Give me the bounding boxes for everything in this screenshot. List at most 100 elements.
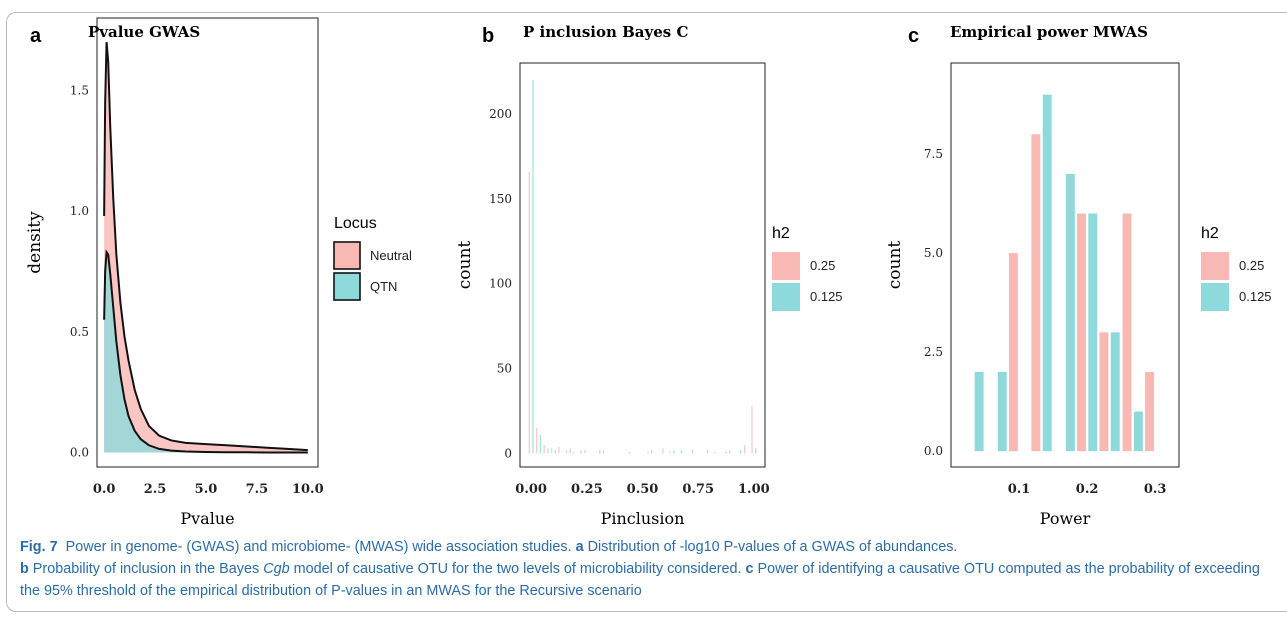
panel-tag-c: c <box>908 25 919 47</box>
bar-c-0.125-1 <box>997 371 1007 452</box>
legend-title-c: h2 <box>1201 225 1219 242</box>
bar-b-0.125-5 <box>584 450 586 454</box>
panel-tag-b: b <box>482 25 494 47</box>
bar-b-0.25-11 <box>669 451 671 454</box>
ytick-label-a-2: 1.0 <box>70 204 89 218</box>
legend-title-a: Locus <box>334 215 377 232</box>
xtick-label-b-1: 0.25 <box>571 482 603 497</box>
bar-b-0.125-0 <box>532 79 534 454</box>
bar-b-0.125-9 <box>673 450 675 454</box>
ytick-label-b-3: 150 <box>489 192 512 206</box>
bar-b-0.125-4 <box>569 448 571 454</box>
bar-b-0.25-7 <box>580 450 582 454</box>
xtick-label-b-4: 1.00 <box>738 482 770 497</box>
panel-title-a: Pvalue GWAS <box>88 23 200 41</box>
bar-b-0.25-10 <box>662 448 664 454</box>
panel-tag-a: a <box>30 25 42 47</box>
ytick-label-c-3: 7.5 <box>924 147 943 161</box>
caption-c-label: c <box>745 561 754 577</box>
caption-a-text: Distribution of -log10 P-values of a GWA… <box>587 539 958 555</box>
xtick-label-c-1: 0.2 <box>1076 482 1099 497</box>
xtick-label-c-2: 0.3 <box>1144 482 1167 497</box>
xtick-label-a-2: 5.0 <box>195 482 218 497</box>
panel-b: b P inclusion Bayes C 0 50 100 150 200 0.00 0.25… <box>455 23 843 528</box>
figure-panels: a Pvalue GWAS 0.0 0.5 1.0 1.5 0.0 2.5 5.0 7.5 10.0… <box>25 17 1272 528</box>
bar-b-0.25-12 <box>691 450 694 454</box>
xtick-label-a-3: 7.5 <box>246 482 269 497</box>
legend-label-c-1: 0.125 <box>1239 289 1272 304</box>
ytick-label-a-3: 1.5 <box>70 83 89 97</box>
caption-c-text: Power of identifying a causative OTU com… <box>20 561 1260 599</box>
caption-fig-label: Fig. 7 <box>20 539 58 555</box>
legend-label-c-0: 0.25 <box>1239 258 1264 273</box>
bar-b-0.25-4 <box>558 446 560 454</box>
bar-c-0.125-6 <box>1110 332 1120 452</box>
bar-b-0.25-3 <box>550 448 553 454</box>
legend-key-b-1 <box>772 283 800 311</box>
x-axis-label-b: Pinclusion <box>601 509 685 528</box>
legend-key-a-1 <box>333 272 361 301</box>
caption-a-label: a <box>575 539 584 555</box>
ytick-label-c-0: 0.0 <box>924 444 943 458</box>
bar-c-0.125-0 <box>974 371 984 452</box>
bar-b-0.25-0 <box>528 171 530 454</box>
caption-intro: Power in genome- (GWAS) and microbiome- … <box>65 539 572 555</box>
bar-b-0.25-14 <box>714 451 716 454</box>
bar-c-0.25-8 <box>1145 371 1154 452</box>
panel-border-c <box>950 62 1180 468</box>
density-curve-qtn <box>103 249 308 454</box>
ytick-label-b-0: 0 <box>504 446 512 460</box>
panel-border-b <box>519 62 766 468</box>
legend-b: h2 0.25 0.125 <box>772 225 843 311</box>
ytick-label-b-4: 200 <box>489 107 512 121</box>
ytick-label-b-2: 100 <box>489 277 512 291</box>
bar-b-0.25-16 <box>744 444 746 454</box>
bar-b-0.125-13 <box>755 448 757 454</box>
y-axis-label-c: count <box>885 241 905 290</box>
legend-c: h2 0.25 0.125 <box>1201 225 1272 311</box>
bar-b-0.25-6 <box>573 451 575 454</box>
bar-c-0.25-3 <box>1031 134 1041 452</box>
xtick-label-a-1: 2.5 <box>144 482 167 497</box>
xtick-label-b-2: 0.50 <box>627 482 659 497</box>
bar-b-0.125-10 <box>680 450 683 454</box>
ytick-label-c-1: 2.5 <box>924 345 943 359</box>
ytick-label-b-1: 50 <box>497 362 512 376</box>
bar-c-0.25-5 <box>1076 213 1086 452</box>
bar-c-0.25-6 <box>1099 332 1109 452</box>
bar-b-0.25-5 <box>565 450 568 454</box>
density-area-qtn <box>104 252 308 453</box>
bar-b-0.25-8 <box>602 450 605 454</box>
figure-caption: Fig. 7 Power in genome- (GWAS) and micro… <box>20 536 1275 602</box>
bar-b-0.25-15 <box>729 450 731 454</box>
bar-b-0.125-11 <box>725 451 727 454</box>
legend-key-a-0 <box>333 241 361 270</box>
bar-b-0.125-8 <box>651 450 653 454</box>
bar-c-0.125-4 <box>1065 173 1075 452</box>
caption-b-text-italic: Cgb <box>263 561 290 577</box>
legend-label-b-1: 0.125 <box>810 289 843 304</box>
panel-title-b: P inclusion Bayes C <box>523 23 688 41</box>
legend-title-b: h2 <box>772 225 790 242</box>
bar-b-0.125-2 <box>547 448 549 454</box>
density-curve-neutral <box>103 42 308 452</box>
bar-b-0.125-7 <box>628 451 631 454</box>
bar-c-0.125-7 <box>1133 411 1143 452</box>
ytick-label-c-2: 5.0 <box>924 246 943 260</box>
legend-label-b-0: 0.25 <box>810 258 835 273</box>
legend-label-a-1: QTN <box>370 279 397 294</box>
bar-c-0.125-3 <box>1042 94 1052 452</box>
bar-b-0.125-1 <box>539 434 541 454</box>
ytick-label-a-1: 0.5 <box>70 325 89 339</box>
bar-b-0.125-3 <box>554 450 556 454</box>
bar-c-0.25-7 <box>1122 213 1132 452</box>
panel-border-a <box>96 17 319 468</box>
panel-a: a Pvalue GWAS 0.0 0.5 1.0 1.5 0.0 2.5 5.0 7.5 10.0… <box>25 17 412 528</box>
bar-b-0.25-17 <box>751 405 753 454</box>
figure-frame <box>6 12 1287 612</box>
bar-b-0.25-9 <box>647 451 649 454</box>
y-axis-label-b: count <box>455 241 475 290</box>
bar-b-0.125-12 <box>740 450 742 454</box>
bar-c-0.25-2 <box>1008 253 1018 452</box>
y-axis-label-a: density <box>25 211 45 274</box>
